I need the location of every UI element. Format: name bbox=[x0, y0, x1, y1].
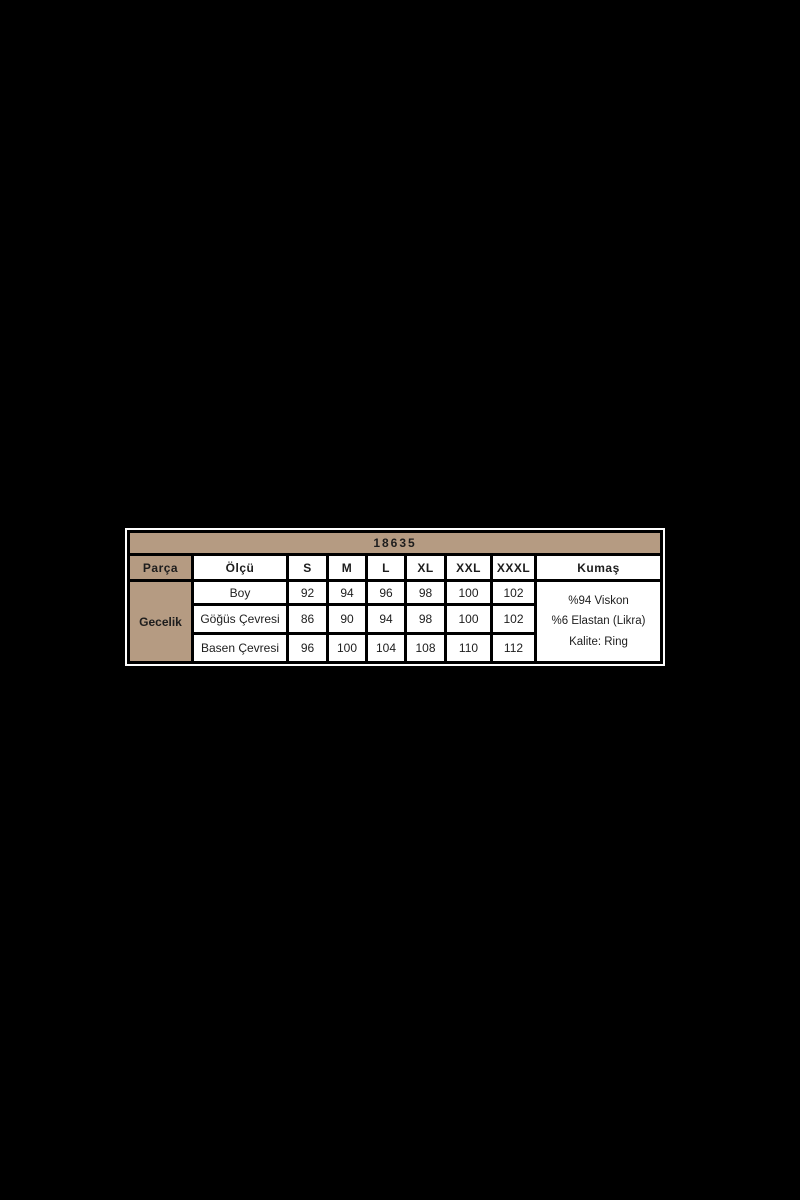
size-value: 102 bbox=[490, 603, 537, 635]
size-value: 104 bbox=[365, 632, 407, 664]
size-value: 94 bbox=[365, 603, 407, 635]
column-header-s: S bbox=[286, 553, 329, 582]
fabric-line: Kalite: Ring bbox=[569, 635, 628, 648]
table-row-gogus: Göğüs Çevresi 86 90 94 98 100 102 bbox=[129, 603, 662, 635]
column-header-l: L bbox=[365, 553, 407, 582]
size-value: 96 bbox=[286, 632, 329, 664]
size-chart-table: 18635 Parça Ölçü S M L XL XXL XXXL Kumaş… bbox=[127, 530, 663, 664]
size-value: 92 bbox=[286, 579, 329, 606]
column-header-xl: XL bbox=[404, 553, 447, 582]
fabric-line: %6 Elastan (Likra) bbox=[551, 615, 646, 628]
size-value: 100 bbox=[326, 632, 368, 664]
measure-label: Boy bbox=[191, 579, 289, 606]
size-value: 94 bbox=[326, 579, 368, 606]
column-header-xxxl: XXXL bbox=[490, 553, 537, 582]
table-row-basen: Basen Çevresi 96 100 104 108 110 112 bbox=[129, 632, 662, 664]
size-value: 96 bbox=[365, 579, 407, 606]
size-value: 98 bbox=[404, 603, 447, 635]
measure-label: Göğüs Çevresi bbox=[191, 603, 289, 635]
column-header-m: M bbox=[326, 553, 368, 582]
size-value: 100 bbox=[444, 603, 493, 635]
measure-label: Basen Çevresi bbox=[191, 632, 289, 664]
column-header-kumas: Kumaş bbox=[534, 553, 663, 582]
fabric-info-cell: %94 Viskon %6 Elastan (Likra) Kalite: Ri… bbox=[534, 579, 663, 664]
column-header-parca: Parça bbox=[127, 553, 194, 582]
product-code: 18635 bbox=[127, 530, 663, 556]
size-value: 90 bbox=[326, 603, 368, 635]
size-chart-card: 18635 Parça Ölçü S M L XL XXL XXXL Kumaş… bbox=[125, 528, 665, 666]
size-value: 86 bbox=[286, 603, 329, 635]
row-group-label: Gecelik bbox=[127, 579, 194, 664]
column-header-olcu: Ölçü bbox=[191, 553, 289, 582]
title-row: 18635 bbox=[127, 530, 663, 556]
column-header-xxl: XXL bbox=[444, 553, 493, 582]
size-value: 108 bbox=[404, 632, 447, 664]
size-value: 110 bbox=[444, 632, 493, 664]
size-value: 100 bbox=[444, 579, 493, 606]
size-value: 112 bbox=[490, 632, 537, 664]
header-row: Parça Ölçü S M L XL XXL XXXL Kumaş bbox=[127, 553, 663, 582]
size-value: 98 bbox=[404, 579, 447, 606]
fabric-line: %94 Viskon bbox=[568, 594, 629, 607]
table-row-boy: Gecelik Boy 92 94 96 98 100 102 %94 Visk… bbox=[127, 579, 663, 664]
size-value: 102 bbox=[490, 579, 537, 606]
